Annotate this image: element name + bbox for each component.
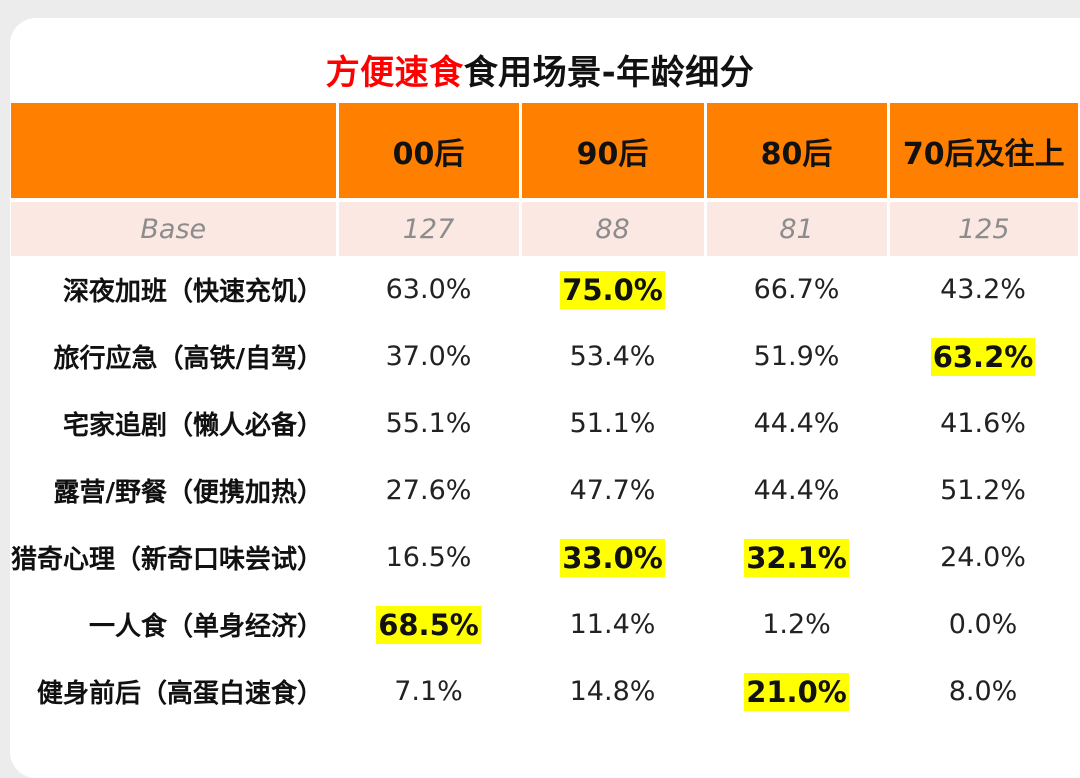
header-cell: 70后及往上 xyxy=(888,103,1079,202)
value-text: 11.4% xyxy=(569,609,656,640)
base-cell: 81 xyxy=(705,200,890,256)
value-cell: 32.1% xyxy=(705,524,888,591)
value-text: 53.4% xyxy=(569,341,656,372)
value-text: 0.0% xyxy=(948,609,1018,640)
value-text: 24.0% xyxy=(940,542,1026,573)
table-row: 一人食（单身经济） 68.5% 11.4% 1.2% 0.0% xyxy=(11,591,1078,658)
value-text: 37.0% xyxy=(385,341,472,372)
header-row: 00后 90后 80后 70后及往上 xyxy=(11,103,1079,202)
row-label: 深夜加班（快速充饥） xyxy=(63,277,324,307)
row-label: 旅行应急（高铁/自驾） xyxy=(53,344,324,374)
highlighted-value: 32.1% xyxy=(744,538,849,577)
value-cell: 33.0% xyxy=(520,524,705,591)
value-text: 44.4% xyxy=(753,408,840,439)
chart-title: 方便速食食用场景-年龄细分 xyxy=(0,38,1080,108)
value-text: 51.9% xyxy=(753,341,840,372)
value-text: 47.7% xyxy=(569,475,656,506)
value-cell: 63.0% xyxy=(337,256,520,323)
value-cell: 51.9% xyxy=(705,323,888,390)
value-text: 14.8% xyxy=(569,676,656,707)
header-cell: 80后 xyxy=(705,103,890,202)
value-cell: 21.0% xyxy=(705,658,888,725)
value-cell: 55.1% xyxy=(337,390,520,457)
row-label: 猎奇心理（新奇口味尝试） xyxy=(11,545,324,575)
value-text: 55.1% xyxy=(385,408,472,439)
value-text: 41.6% xyxy=(940,408,1026,439)
base-cell: 127 xyxy=(337,200,522,256)
table-row: 深夜加班（快速充饥） 63.0% 75.0% 66.7% 43.2% xyxy=(11,256,1078,323)
header-cell: 00后 xyxy=(337,103,522,202)
value-text: 63.0% xyxy=(385,274,472,305)
value-cell: 14.8% xyxy=(520,658,705,725)
row-label: 一人食（单身经济） xyxy=(89,612,324,642)
value-cell: 0.0% xyxy=(888,591,1078,658)
value-cell: 24.0% xyxy=(888,524,1078,591)
value-cell: 11.4% xyxy=(520,591,705,658)
value-cell: 43.2% xyxy=(888,256,1078,323)
row-label: 露营/野餐（便携加热） xyxy=(53,478,324,508)
value-text: 16.5% xyxy=(385,542,472,573)
table-row: 露营/野餐（便携加热） 27.6% 47.7% 44.4% 51.2% xyxy=(11,457,1078,524)
table-row: 宅家追剧（懒人必备） 55.1% 51.1% 44.4% 41.6% xyxy=(11,390,1078,457)
row-label: 健身前后（高蛋白速食） xyxy=(37,679,324,709)
base-cell: 125 xyxy=(888,200,1079,256)
value-text: 8.0% xyxy=(948,676,1018,707)
header-cell: 90后 xyxy=(520,103,707,202)
title-rest: 食用场景-年龄细分 xyxy=(463,53,755,93)
value-cell: 66.7% xyxy=(705,256,888,323)
base-label: Base xyxy=(11,200,339,256)
highlighted-value: 75.0% xyxy=(560,270,665,309)
value-cell: 44.4% xyxy=(705,390,888,457)
row-label: 宅家追剧（懒人必备） xyxy=(63,411,324,441)
value-cell: 7.1% xyxy=(337,658,520,725)
value-cell: 68.5% xyxy=(337,591,520,658)
table-row: 猎奇心理（新奇口味尝试） 16.5% 33.0% 32.1% 24.0% xyxy=(11,524,1078,591)
value-text: 1.2% xyxy=(762,609,831,640)
highlighted-value: 68.5% xyxy=(376,605,481,644)
value-cell: 75.0% xyxy=(520,256,705,323)
age-segment-table: 00后 90后 80后 70后及往上 Base 127 88 81 125 深夜… xyxy=(11,103,1079,725)
base-cell: 88 xyxy=(520,200,707,256)
highlighted-value: 63.2% xyxy=(930,337,1036,376)
value-cell: 44.4% xyxy=(705,457,888,524)
highlighted-value: 21.0% xyxy=(744,672,849,711)
value-cell: 53.4% xyxy=(520,323,705,390)
title-accent: 方便速食 xyxy=(325,53,464,93)
base-row: Base 127 88 81 125 xyxy=(11,200,1079,256)
value-cell: 47.7% xyxy=(520,457,705,524)
value-cell: 51.2% xyxy=(888,457,1078,524)
value-text: 7.1% xyxy=(394,676,463,707)
value-text: 44.4% xyxy=(753,475,840,506)
value-text: 51.1% xyxy=(569,408,656,439)
value-cell: 8.0% xyxy=(888,658,1078,725)
highlighted-value: 33.0% xyxy=(560,538,665,577)
table-row: 旅行应急（高铁/自驾） 37.0% 53.4% 51.9% 63.2% xyxy=(11,323,1078,390)
value-cell: 27.6% xyxy=(337,457,520,524)
value-cell: 1.2% xyxy=(705,591,888,658)
value-cell: 16.5% xyxy=(337,524,520,591)
value-text: 43.2% xyxy=(940,274,1026,305)
value-cell: 41.6% xyxy=(888,390,1078,457)
table-row: 健身前后（高蛋白速食） 7.1% 14.8% 21.0% 8.0% xyxy=(11,658,1078,725)
value-text: 51.2% xyxy=(940,475,1026,506)
value-cell: 63.2% xyxy=(888,323,1078,390)
value-cell: 51.1% xyxy=(520,390,705,457)
value-text: 27.6% xyxy=(385,475,472,506)
value-cell: 37.0% xyxy=(337,323,520,390)
value-text: 66.7% xyxy=(753,274,840,305)
header-corner-cell xyxy=(11,103,339,202)
